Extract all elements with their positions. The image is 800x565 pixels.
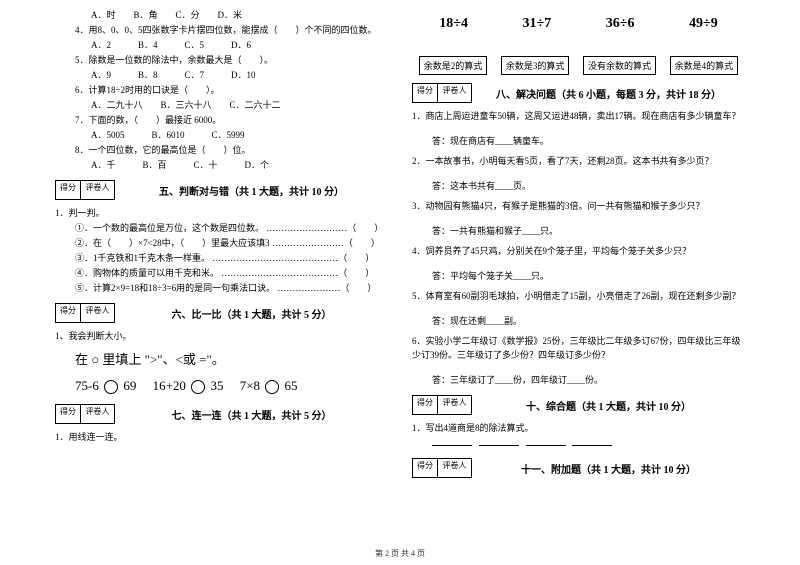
div2: 31÷7: [523, 16, 552, 32]
blank: [432, 436, 472, 446]
sec5-q1c: ③．1千克铁和1千克木条一样重。 ……………………………………（ ）: [55, 251, 388, 265]
sec8-q5-ans: 答：现在还剩____副。: [412, 314, 745, 328]
sec8-q3-ans: 答：一共有熊猫和猴子____只。: [412, 224, 745, 238]
scorer-cell: 评卷人: [438, 395, 472, 415]
sec8-q2: 2．一本故事书，小明每天看5页，看了7天，还剩28页。这本书共有多少页？: [412, 154, 745, 168]
div4: 49÷9: [689, 16, 718, 32]
sec8-q2-ans: 答：这本书共有____页。: [412, 179, 745, 193]
score-cell: 得分: [55, 303, 81, 323]
sec6-expressions: 75-6 69 16+20 35 7×8 65: [55, 376, 388, 396]
expr-cv: 65: [285, 378, 298, 393]
q4: 4．用8、0、0、5四张数字卡片摆四位数，能摆成（ ）个不同的四位数。: [55, 23, 388, 37]
sec10-blanks: [412, 436, 745, 450]
scorer-cell: 评卷人: [81, 303, 115, 323]
circle-blank: [191, 380, 205, 394]
sec8-q6-ans: 答：三年级订了____份，四年级订____份。: [412, 373, 745, 387]
box-no-remainder: 没有余数的算式: [583, 56, 656, 75]
expr-b: 16+20: [153, 378, 186, 393]
section-6-title: 六、比一比（共 1 大题，共计 5 分）: [115, 306, 388, 323]
q5: 5．除数是一位数的除法中，余数最大是（ ）。: [55, 53, 388, 67]
score-cell: 得分: [412, 395, 438, 415]
sec6-inst-text: 在 ○ 里填上 ">"、<或 ="。: [75, 352, 225, 367]
section-10-header: 得分 评卷人 十、综合题（共 1 大题，共计 10 分）: [412, 395, 745, 415]
sec5-q1e: ⑤．计算2×9=18和18÷3=6用的是同一句乘法口诀。 …………………（ ）: [55, 281, 388, 295]
sec8-q4-ans: 答：平均每个笼子关____只。: [412, 269, 745, 283]
scorer-cell: 评卷人: [81, 180, 115, 200]
blank: [479, 436, 519, 446]
scorer-cell: 评卷人: [438, 83, 472, 103]
q5-options: A．9 B．8 C．7 D．10: [55, 68, 388, 82]
section-11-title: 十一、附加题（共 1 大题，共计 10 分）: [472, 461, 745, 478]
div1: 18÷4: [439, 16, 468, 32]
q7: 7．下面的数，（ ）最接近 6000。: [55, 113, 388, 127]
q6-options: A．二九十八 B．三六十八 C．二六十二: [55, 98, 388, 112]
section-10-title: 十、综合题（共 1 大题，共计 10 分）: [472, 398, 745, 415]
q4-options: A．2 B．4 C．5 D．6: [55, 38, 388, 52]
division-expressions: 18÷4 31÷7 36÷6 49÷9: [412, 16, 745, 32]
sec5-q1d: ④．购物体的质量可以用千克和米。 …………………………………（ ）: [55, 266, 388, 280]
score-cell: 得分: [412, 83, 438, 103]
section-7-title: 七、连一连（共 1 大题，共计 5 分）: [115, 407, 388, 424]
circle-blank: [104, 380, 118, 394]
sec8-q1-ans: 答：现在商店有____辆童车。: [412, 134, 745, 148]
sec5-q1a: ①．一个数的最高位是万位，这个数是四位数。 ………………………（ ）: [55, 221, 388, 235]
score-cell: 得分: [55, 180, 81, 200]
sec6-instruction: 在 ○ 里填上 ">"、<或 ="。: [55, 350, 388, 370]
section-5-header: 得分 评卷人 五、判断对与错（共 1 大题，共计 10 分）: [55, 180, 388, 200]
circle-blank: [265, 380, 279, 394]
section-8-header: 得分 评卷人 八、解决问题（共 6 小题，每题 3 分，共计 18 分）: [412, 83, 745, 103]
section-7-header: 得分 评卷人 七、连一连（共 1 大题，共计 5 分）: [55, 404, 388, 424]
answer-boxes: 余数是2的算式 余数是3的算式 没有余数的算式 余数是4的算式: [412, 56, 745, 75]
sec8-q1: 1．商店上周运进童车50辆，这周又运进48辆，卖出17辆。现在商店有多少辆童车？: [412, 109, 745, 123]
q8-options: A．千 B．百 C．十 D．个: [55, 158, 388, 172]
right-column: 18÷4 31÷7 36÷6 49÷9 余数是2的算式 余数是3的算式 没有余数…: [400, 0, 800, 565]
scorer-cell: 评卷人: [438, 458, 472, 478]
sec6-q1: 1、我会判断大小。: [55, 329, 388, 343]
q7-options: A．5005 B．6010 C．5999: [55, 128, 388, 142]
score-cell: 得分: [412, 458, 438, 478]
score-cell: 得分: [55, 404, 81, 424]
sec5-q1: 1．判一判。: [55, 206, 388, 220]
q6: 6．计算18÷2时用的口诀是（ ）。: [55, 83, 388, 97]
sec10-q1: 1．写出4道商是8的除法算式。: [412, 421, 745, 435]
box-remainder-4: 余数是4的算式: [670, 56, 739, 75]
scorer-cell: 评卷人: [81, 404, 115, 424]
box-remainder-3: 余数是3的算式: [501, 56, 570, 75]
section-11-header: 得分 评卷人 十一、附加题（共 1 大题，共计 10 分）: [412, 458, 745, 478]
section-6-header: 得分 评卷人 六、比一比（共 1 大题，共计 5 分）: [55, 303, 388, 323]
expr-c: 7×8: [240, 378, 260, 393]
left-column: A．时 B．角 C．分 D．米 4．用8、0、0、5四张数字卡片摆四位数，能摆成…: [0, 0, 400, 565]
sec8-q6: 6．实验小学二年级订《数学报》25份，三年级比二年级多订67份，四年级比三年级少…: [412, 334, 745, 362]
sec8-q4: 4．饲养员养了45只鸡，分别关在9个笼子里，平均每个笼子关多少只？: [412, 244, 745, 258]
page-footer: 第 2 页 共 4 页: [0, 548, 800, 559]
expr-a: 75-6: [75, 378, 99, 393]
expr-av: 69: [123, 378, 136, 393]
sec7-q1: 1．用线连一连。: [55, 430, 388, 444]
q8: 8．一个四位数，它的最高位是（ ）位。: [55, 143, 388, 157]
q3-options: A．时 B．角 C．分 D．米: [55, 8, 388, 22]
expr-bv: 35: [210, 378, 223, 393]
sec5-q1b: ②．在（ ）×7<28中，（ ）里最大应该填3 ……………………（ ）: [55, 236, 388, 250]
sec8-q5: 5．体育室有60副羽毛球拍，小明借走了15副，小亮借走了26副，现在还剩多少副？: [412, 289, 745, 303]
div3: 36÷6: [606, 16, 635, 32]
blank: [572, 436, 612, 446]
section-5-title: 五、判断对与错（共 1 大题，共计 10 分）: [115, 183, 388, 200]
blank: [526, 436, 566, 446]
section-8-title: 八、解决问题（共 6 小题，每题 3 分，共计 18 分）: [472, 86, 745, 103]
sec8-q3: 3．动物园有熊猫4只，有猴子是熊猫的3倍。问一共有熊猫和猴子多少只？: [412, 199, 745, 213]
box-remainder-2: 余数是2的算式: [419, 56, 488, 75]
